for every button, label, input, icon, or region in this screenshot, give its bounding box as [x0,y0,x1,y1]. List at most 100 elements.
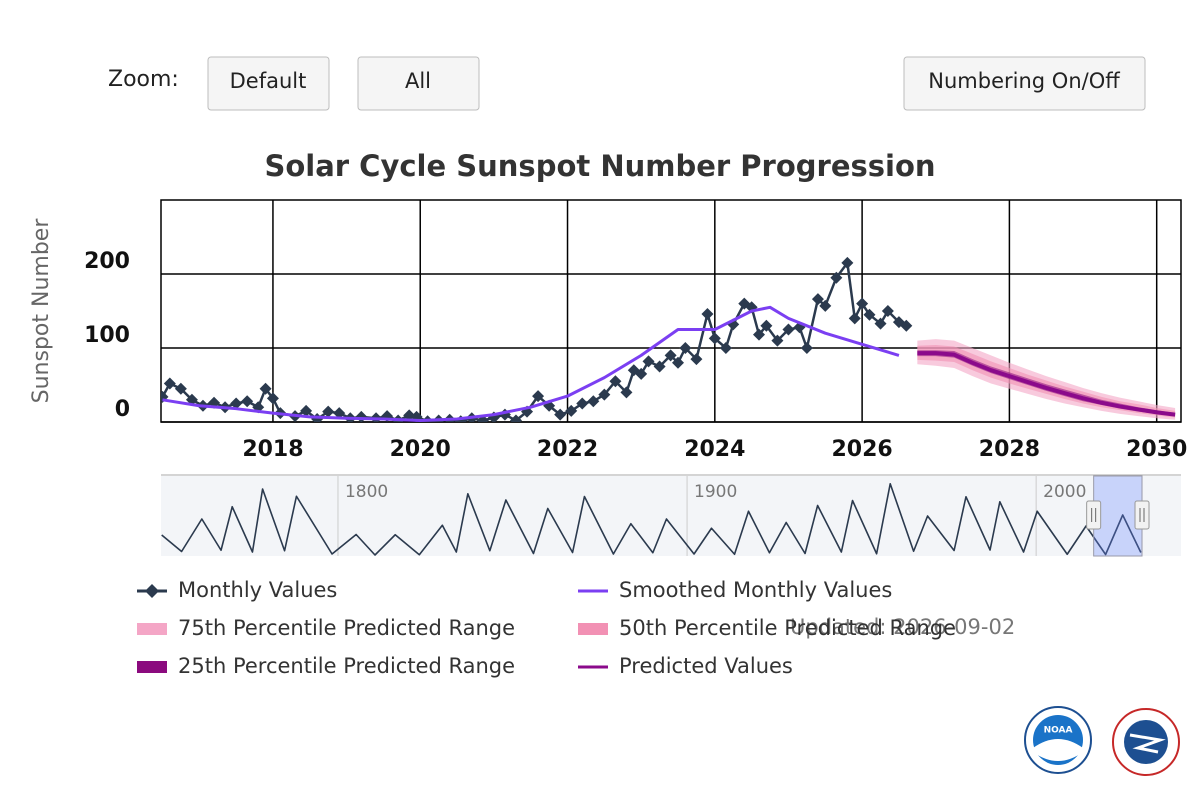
legend-marker [145,584,159,598]
monthly-marker [487,411,500,422]
series-line [162,305,900,422]
legend-item: 75th Percentile Predicted Range [137,616,515,640]
legend-label: Smoothed Monthly Values [619,578,892,602]
monthly-marker [322,405,335,418]
monthly-marker [620,386,633,399]
y-tick-label: 0 [115,397,130,422]
monthly-marker [230,397,243,410]
monthly-marker [863,308,876,321]
button-label: All [405,69,431,93]
monthly-marker [163,377,176,390]
navigator-handle[interactable] [1086,500,1102,530]
plot-area [161,256,1176,422]
legend-label: 25th Percentile Predicted Range [178,654,515,678]
monthly-marker [881,305,894,317]
noaa-text: NOAA [1044,726,1073,736]
monthly-marker [565,404,578,417]
legend-swatch [137,623,167,635]
x-tick-label: 2024 [684,437,745,462]
handle-body [1134,500,1150,530]
monthly-marker [819,299,832,312]
plot-border [160,199,1182,423]
monthly-marker [355,410,368,422]
legend-label: 50th Percentile Predicted Range [619,616,956,640]
navigator-tick-label: 1900 [694,482,737,502]
series-line [917,351,1176,417]
navigator-plot [161,482,1142,556]
navigator-selection [1093,475,1143,557]
monthly-marker [848,312,861,325]
monthly-marker [782,323,795,336]
legend-swatch [137,661,167,673]
legend-item: 25th Percentile Predicted Range [137,654,515,678]
monthly-marker [266,392,279,405]
monthly-marker [701,307,714,320]
monthly-marker [476,414,489,422]
navigator-tick-label: 1800 [345,482,388,502]
monthly-marker [241,395,254,408]
legend-swatch [578,623,608,635]
button-label: Default [230,69,307,93]
handle-body [1086,500,1102,530]
noaa-logo: NOAA [1024,706,1092,774]
updated-note: Updated: 2026-09-02 [790,615,1015,639]
monthly-marker [532,390,545,403]
monthly-marker [174,382,187,395]
nws-logo [1112,708,1180,776]
monthly-marker [753,328,766,341]
monthly-marker [587,395,600,408]
navigator-handle[interactable] [1134,500,1150,530]
navigator-line [161,482,1142,556]
y-tick-label: 200 [84,249,130,274]
monthly-marker [576,397,589,410]
monthly-marker [856,297,869,310]
legend-label: Predicted Values [619,654,793,678]
legend-item: Smoothed Monthly Values [578,578,892,602]
monthly-marker [841,256,854,269]
x-tick-label: 2018 [242,437,303,462]
monthly-marker [598,388,611,401]
monthly-marker [800,342,813,354]
monthly-marker [760,319,773,332]
monthly-marker [771,334,784,347]
monthly-marker [509,414,522,422]
monthly-marker [690,353,703,366]
x-tick-label: 2026 [831,437,892,462]
legend-item: Monthly Values [137,578,337,602]
x-tick-label: 2020 [390,437,451,462]
navigator-tick-label: 2000 [1043,482,1086,502]
monthly-marker [609,375,622,388]
monthly-marker [333,407,346,420]
legend-item: Predicted Values [578,654,793,678]
x-tick-label: 2022 [537,437,598,462]
monthly-marker [900,319,913,332]
zoom-all-button[interactable]: All [357,56,480,111]
monthly-marker [874,317,887,330]
monthly-marker [554,408,567,421]
monthly-marker [664,349,677,362]
monthly-marker [679,342,692,354]
monthly-marker [300,404,313,417]
legend-item: 50th Percentile Predicted Range [578,616,956,640]
monthly-marker [259,382,272,395]
chart-title: Solar Cycle Sunspot Number Progression [264,149,935,183]
navigator-background [161,476,1181,556]
legend-label: Monthly Values [178,578,337,602]
monthly-marker [708,332,721,345]
zoom-label: Zoom: [108,67,179,92]
monthly-marker [671,356,684,369]
x-tick-label: 2028 [979,437,1040,462]
monthly-marker [719,342,732,354]
numbering-button[interactable]: Numbering On/Off [903,56,1146,111]
monthly-marker [811,293,824,306]
monthly-marker [642,355,655,368]
monthly-marker [830,271,843,284]
y-tick-label: 100 [84,323,130,348]
zoom-default-button[interactable]: Default [207,56,330,111]
monthly-marker [653,360,666,373]
legend-label: 75th Percentile Predicted Range [178,616,515,640]
y-axis-label: Sunspot Number [29,218,54,404]
button-label: Numbering On/Off [928,69,1120,93]
x-tick-label: 2030 [1126,437,1187,462]
